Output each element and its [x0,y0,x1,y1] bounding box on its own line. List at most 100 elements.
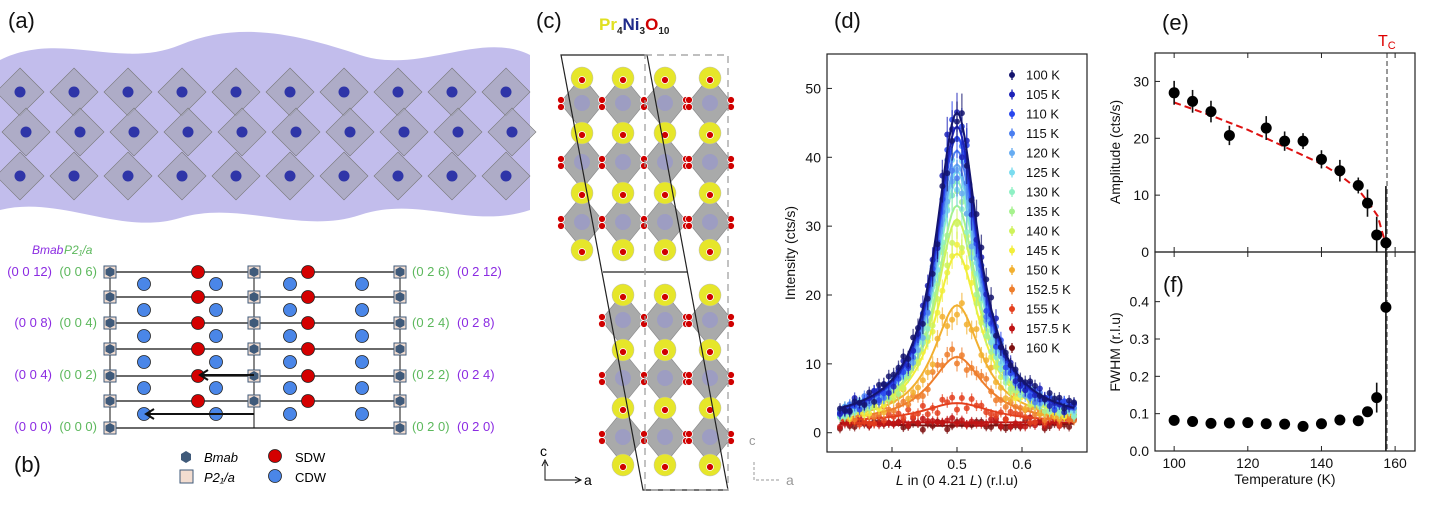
data-point [1187,95,1199,107]
o-atom [685,430,693,438]
o-atom [598,96,606,104]
panel-a-crystal-structure [0,31,537,223]
data-point [968,243,975,250]
legend-marker-icon [1009,111,1015,117]
data-point [1022,405,1029,412]
ni-atom [74,126,86,138]
cdw-peak [137,329,151,343]
data-point [866,420,873,427]
left-p21a-index: (0 0 4) [59,315,97,330]
ni-atom [574,154,590,170]
legend-entry: 115 K [1026,126,1059,141]
ni-atom [657,154,673,170]
data-point [1012,378,1019,385]
bmab-peak [105,396,115,406]
plot-frame [1154,251,1416,452]
data-point [1051,395,1058,402]
panel-f-chart: 100 120 140 160 0.0 0.1 0.2 0.3 0.4 [1130,251,1416,471]
data-point [954,118,960,125]
ni-atom [392,86,404,98]
o-atom [640,103,648,111]
data-point [919,393,926,400]
data-point [963,421,970,428]
data-point [1051,406,1058,413]
data-point [1032,419,1038,426]
data-point [1223,129,1235,141]
ni-atom [702,370,718,386]
data-point [919,334,926,341]
left-p21a-index: (0 0 6) [59,264,97,279]
ni-atom [176,86,188,98]
cdw-peak [137,277,151,291]
data-point [841,407,848,414]
data-point [988,348,995,355]
sdw-peak [301,290,315,304]
data-point [1260,418,1272,430]
data-point [876,406,882,413]
ni-atom [398,126,410,138]
ni-atom [236,126,248,138]
axis-c-label: c [540,443,547,459]
cdw-peak [283,277,297,291]
bmab-peak [249,396,259,406]
o-atom [557,162,565,170]
legend-entry: 105 K [1026,87,1060,102]
x-tick-label: 120 [1236,455,1260,471]
ni-atom [446,86,458,98]
y-tick-label: 0 [813,425,821,441]
legend-marker-icon [1009,208,1015,215]
legend-entry: 110 K [1026,107,1059,122]
left-p21a-index: (0 0 0) [59,419,97,434]
bmab-peak [395,318,405,328]
data-point [988,339,995,346]
ni-atom [338,86,350,98]
panel-label-f: (f) [1163,272,1184,297]
data-point [958,244,965,251]
data-point [1315,153,1327,165]
data-point [924,369,931,376]
o-atom [598,320,606,328]
sdw-peak [301,265,315,279]
data-point [993,397,999,404]
y-tick-label: 0 [1141,244,1149,260]
data-point [1380,301,1392,313]
data-point [1205,106,1217,118]
q-vector-arrow-icon [198,369,254,381]
o-atom [619,463,627,471]
legend-entry: 150 K [1026,263,1060,278]
cdw-peak [137,355,151,369]
ni-atom [574,214,590,230]
data-point [890,394,897,401]
ni-atom [702,95,718,111]
legend-entry: 130 K [1026,185,1060,200]
data-point [1297,135,1309,147]
o-atom [685,320,693,328]
data-point [949,346,956,353]
legend-marker-icon [1009,286,1015,293]
legend-entry: 120 K [1026,146,1060,161]
data-point [1022,387,1029,394]
bmab-peak [105,423,115,433]
cdw-peak [137,381,151,395]
sdw-peak [191,394,205,408]
data-point [963,405,970,412]
legend-marker-icon [1009,150,1015,156]
sdw-peak [191,342,205,356]
left-bmab-index: (0 0 0) [14,419,52,434]
o-atom [685,96,693,104]
data-point [944,351,951,358]
data-point [944,322,951,329]
data-point [871,387,878,394]
data-point [1032,382,1038,389]
data-point [880,417,887,424]
data-point [1046,390,1053,397]
ni-atom [392,170,404,182]
cdw-peak [209,277,223,291]
legend-entry: 157.5 K [1026,321,1071,336]
data-point [1027,401,1034,408]
data-point [1071,399,1077,406]
ni-atom [657,370,673,386]
data-point [876,381,882,388]
data-point [973,326,980,333]
data-point [1066,423,1073,430]
